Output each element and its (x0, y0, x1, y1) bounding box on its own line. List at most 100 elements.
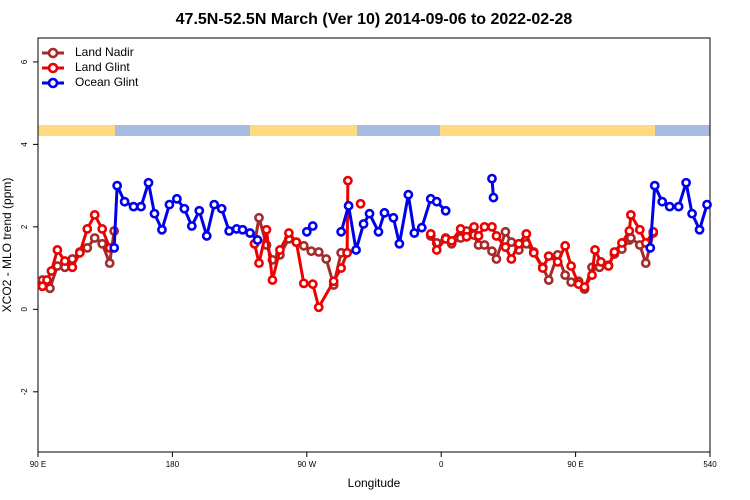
data-point (379, 207, 390, 218)
data-point (500, 226, 511, 237)
data-point (455, 224, 466, 234)
data-point (560, 240, 571, 251)
plot-frame (37, 37, 711, 453)
legend-swatch-marker (47, 62, 59, 74)
data-point (67, 262, 78, 273)
data-point (528, 247, 539, 258)
x-tick-label: 90 E (567, 460, 583, 469)
data-point (500, 242, 511, 252)
data-point (157, 224, 167, 235)
data-point (171, 193, 182, 204)
data-point (82, 224, 93, 234)
data-point (645, 242, 656, 253)
data-point (373, 226, 384, 237)
data-point (358, 219, 369, 229)
series-line (429, 213, 655, 289)
data-point (343, 200, 354, 211)
legend-swatch-marker (47, 77, 59, 89)
data-point (194, 205, 205, 216)
data-point (579, 282, 590, 292)
x-axis-label: Longitude (348, 476, 401, 490)
data-point (119, 196, 130, 207)
data-point (487, 173, 497, 184)
data-point (237, 224, 248, 235)
data-point (351, 245, 361, 255)
data-point (143, 177, 154, 188)
data-point (664, 201, 675, 212)
data-point (321, 254, 332, 264)
data-point (469, 221, 479, 232)
data-point (336, 263, 347, 273)
data-point (543, 275, 554, 285)
data-point (624, 226, 635, 236)
data-point (596, 257, 606, 267)
data-point (136, 201, 146, 212)
data-point (634, 224, 645, 235)
data-point (473, 231, 484, 241)
legend-label: Land Nadir (75, 45, 134, 59)
data-point (59, 256, 70, 266)
data-point (487, 246, 497, 257)
data-point (89, 233, 100, 243)
data-point (283, 228, 294, 238)
data-point (479, 240, 490, 250)
data-point (298, 278, 309, 289)
data-point (694, 224, 705, 235)
data-point (431, 245, 442, 255)
x-tick-label: 180 (166, 460, 180, 469)
data-point (291, 237, 302, 248)
data-point (46, 266, 57, 276)
data-point (301, 226, 312, 237)
data-point (254, 212, 264, 223)
data-point (590, 245, 600, 255)
y-tick-label: 0 (20, 307, 29, 312)
series-line (112, 181, 259, 248)
legend-label: Ocean Glint (75, 75, 139, 89)
data-point (461, 231, 472, 242)
land-ocean-band (38, 125, 710, 136)
data-point (313, 247, 324, 257)
data-point (657, 196, 668, 207)
data-point (313, 302, 324, 313)
chart-title: 47.5N-52.5N March (Ver 10) 2014-09-06 to… (176, 11, 573, 28)
data-point (104, 258, 115, 269)
data-point (109, 242, 120, 253)
y-tick-label: -2 (20, 388, 29, 396)
data-point (74, 247, 85, 258)
data-point (431, 196, 442, 207)
data-point (336, 226, 347, 237)
data-point (506, 254, 517, 264)
series-line (648, 181, 709, 248)
data-point (649, 180, 660, 191)
data-point (625, 209, 636, 220)
x-tick-label: 90 E (30, 460, 46, 469)
data-point (566, 277, 577, 288)
legend-label: Land Glint (75, 60, 130, 74)
data-point (45, 283, 55, 294)
data-point (306, 246, 317, 257)
data-point (328, 276, 339, 287)
data-point (702, 199, 712, 210)
data-point (609, 247, 620, 257)
data-point (342, 247, 353, 258)
data-point (552, 257, 563, 267)
legend-swatch-marker (47, 47, 59, 59)
data-point (97, 224, 108, 234)
data-point (209, 199, 220, 210)
data-point (513, 238, 524, 249)
data-point (252, 235, 263, 245)
data-point (254, 258, 264, 269)
data-point (409, 228, 420, 238)
data-point (355, 198, 366, 209)
data-point (394, 238, 405, 249)
data-point (416, 222, 427, 233)
data-point (149, 208, 160, 219)
x-tick-label: 90 W (297, 460, 316, 469)
data-point (616, 238, 627, 248)
data-point (164, 199, 175, 210)
y-tick-label: 4 (20, 142, 29, 147)
ocean (655, 125, 710, 136)
data-point (403, 189, 414, 200)
data-point (186, 221, 197, 231)
data-point (42, 275, 52, 285)
